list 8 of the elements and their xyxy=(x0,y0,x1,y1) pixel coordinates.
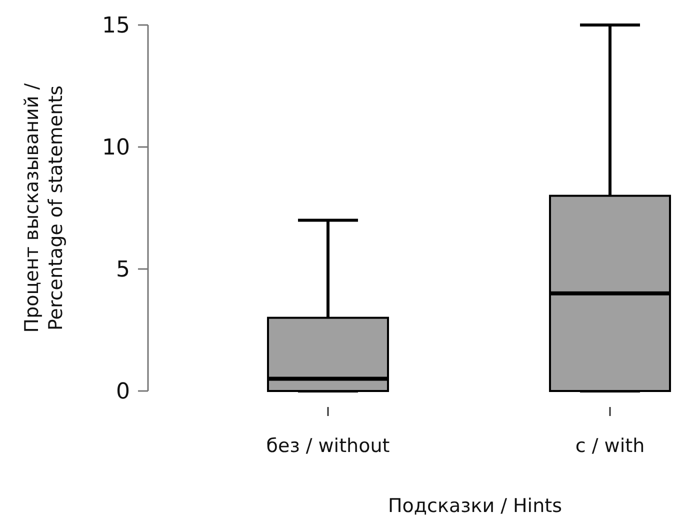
y-tick-label: 15 xyxy=(102,14,130,39)
x-axis-title: Подсказки / Hints xyxy=(388,495,562,516)
x-tick-label: без / without xyxy=(266,435,390,457)
y-axis-title: Процент высказываний / Percentage of statements xyxy=(21,82,67,333)
y-tick-label: 0 xyxy=(116,380,130,405)
x-tick-label: с / with xyxy=(575,435,645,457)
y-tick-label: 5 xyxy=(116,258,130,283)
y-tick-label: 10 xyxy=(102,136,130,161)
